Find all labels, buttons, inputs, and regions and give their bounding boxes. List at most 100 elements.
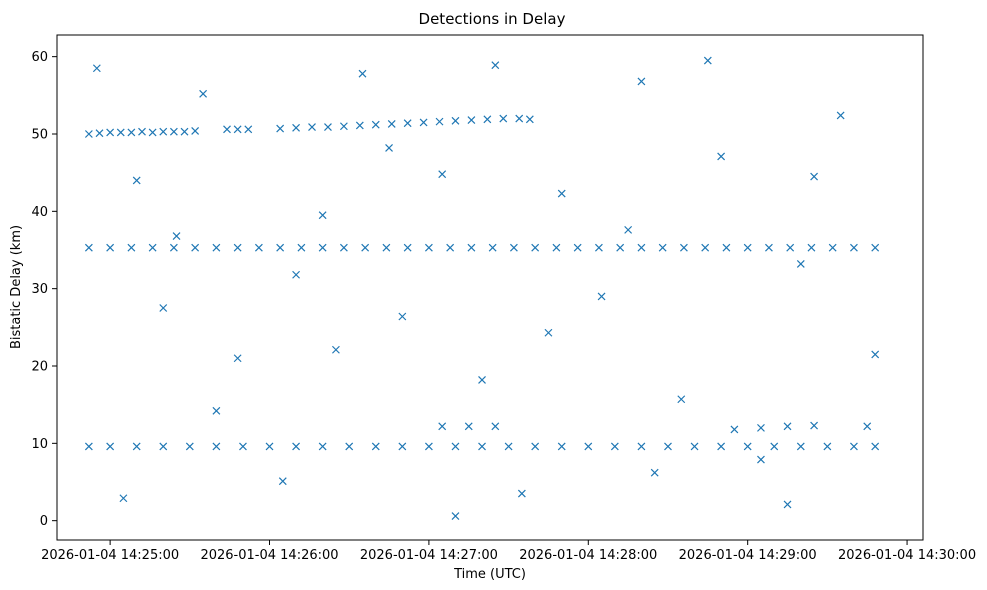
data-point [743, 442, 752, 451]
data-point [650, 468, 659, 477]
data-point [318, 211, 327, 220]
data-point [324, 123, 332, 131]
data-point [119, 494, 128, 503]
data-point [292, 442, 301, 451]
data-point [159, 127, 168, 136]
data-point [292, 123, 301, 132]
data-point [191, 126, 200, 135]
data-point [398, 312, 407, 321]
data-point [358, 69, 367, 78]
data-point [233, 125, 242, 134]
data-point [106, 128, 115, 137]
data-point [701, 243, 710, 252]
data-point [233, 243, 242, 252]
data-point [180, 127, 189, 136]
data-point [339, 122, 348, 131]
data-point [786, 243, 795, 252]
data-point [92, 64, 101, 73]
data-point [276, 243, 285, 252]
data-point [169, 127, 178, 136]
x-tick-label: 2026-01-04 14:28:00 [519, 548, 657, 563]
data-point [138, 127, 146, 136]
data-point [783, 422, 792, 431]
data-point [308, 123, 316, 131]
data-point [132, 442, 141, 451]
data-point [610, 442, 619, 451]
data-point [212, 406, 221, 415]
data-point [658, 243, 667, 252]
data-point [531, 243, 540, 252]
x-axis-label: Time (UTC) [453, 567, 526, 582]
data-point [464, 422, 473, 431]
data-point [84, 243, 93, 252]
data-point [265, 442, 274, 451]
data-point [467, 116, 476, 124]
data-point [637, 243, 646, 252]
data-point [637, 442, 646, 451]
data-point [361, 243, 370, 252]
data-point [424, 243, 433, 252]
data-point [127, 243, 136, 252]
data-point [185, 442, 194, 451]
data-point [722, 243, 731, 252]
y-tick-label: 20 [31, 359, 48, 374]
y-tick-label: 50 [31, 127, 48, 142]
data-point [552, 243, 561, 252]
data-point [95, 129, 104, 138]
data-point [239, 442, 247, 451]
data-point [757, 423, 765, 432]
data-point [478, 442, 486, 451]
x-tick-label: 2026-01-04 14:30:00 [838, 548, 976, 563]
data-point [488, 243, 497, 252]
data-point [637, 77, 646, 86]
data-point [435, 117, 444, 126]
data-point [743, 243, 752, 252]
data-point [451, 442, 460, 451]
data-point [172, 232, 181, 240]
data-point [679, 243, 688, 252]
data-point [850, 243, 858, 252]
data-point [515, 114, 524, 123]
data-point [276, 124, 285, 133]
data-point [355, 121, 364, 130]
data-point [223, 125, 231, 134]
data-point [810, 421, 819, 430]
data-point [810, 172, 819, 181]
data-point [278, 477, 287, 486]
data-point [191, 243, 200, 252]
data-point [169, 243, 178, 252]
data-point [584, 442, 593, 451]
data-point [106, 442, 115, 451]
data-point [148, 243, 157, 252]
data-point [557, 442, 566, 451]
data-point [292, 270, 301, 279]
data-point [717, 442, 726, 451]
data-point [199, 89, 208, 98]
data-point [796, 259, 805, 268]
data-point [573, 243, 582, 252]
x-axis-ticks: 2026-01-04 14:25:00 2026-01-04 14:26:00 20… [41, 540, 976, 563]
data-point [385, 143, 393, 152]
data-point [783, 500, 792, 509]
data-point [419, 118, 428, 127]
data-point [491, 61, 500, 70]
y-tick-label: 30 [31, 282, 48, 297]
data-point [438, 170, 447, 179]
chart-title: Detections in Delay [419, 10, 566, 28]
data-point [106, 243, 115, 252]
data-point [84, 442, 93, 451]
data-point [159, 304, 168, 312]
data-point [796, 442, 805, 451]
data-point [871, 442, 880, 451]
data-point [403, 243, 412, 252]
data-point [345, 442, 354, 451]
data-point [499, 114, 508, 123]
data-point [863, 422, 872, 431]
data-point [244, 125, 253, 134]
data-point [233, 354, 242, 363]
data-point [531, 442, 540, 451]
points-layer [84, 56, 880, 520]
data-point [483, 115, 492, 124]
